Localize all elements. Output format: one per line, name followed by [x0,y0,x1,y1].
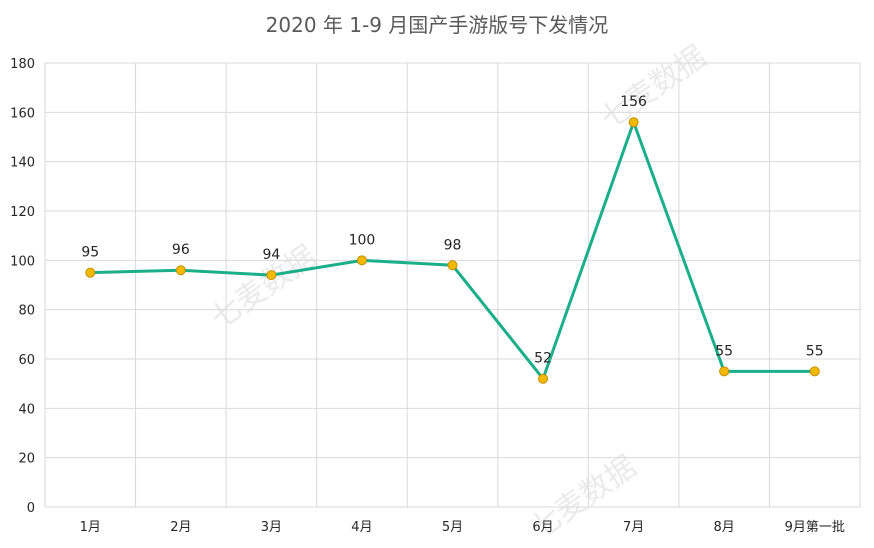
x-tick-label: 2月 [170,520,191,535]
data-point [266,270,277,281]
y-tick-label: 120 [10,205,35,220]
data-point [538,373,549,384]
x-tick-label: 5月 [442,520,463,535]
x-tick-label: 3月 [261,520,282,535]
axis-layer: 0 20 40 60 80 100 120 140 160 180 1月 2月 3月 4月 5月 6月 7月 8月… [10,57,845,535]
y-tick-label: 180 [10,57,35,72]
series-layer: 95 96 94 100 98 52 156 55 55 [81,94,824,384]
y-tick-label: 80 [18,304,35,319]
x-tick-label: 1月 [80,520,101,535]
data-point [175,265,186,276]
data-label: 98 [444,237,462,253]
x-tick-label: 4月 [351,520,372,535]
data-label: 55 [715,343,733,359]
y-tick-label: 40 [18,402,35,417]
y-tick-label: 20 [18,452,35,467]
data-label: 95 [81,245,99,261]
data-label: 52 [534,351,552,367]
y-tick-label: 160 [10,106,35,121]
x-tick-label: 9月第一批 [785,520,845,535]
x-tick-label: 7月 [623,520,644,535]
data-point [356,255,367,266]
data-point [628,117,639,128]
x-tick-label: 8月 [714,520,735,535]
watermark-text-2: 七麦数据 [595,39,713,136]
data-label: 96 [172,242,190,258]
data-point [447,260,458,271]
x-tick-label: 6月 [532,520,553,535]
data-label: 156 [620,94,647,110]
data-label: 55 [806,343,824,359]
data-label: 94 [262,247,280,263]
grid-layer [44,62,861,508]
y-tick-label: 140 [10,156,35,171]
y-tick-label: 100 [10,254,35,269]
data-point [719,366,730,377]
data-point [85,267,96,278]
data-point [809,366,820,377]
chart-title: 2020 年 1-9 月国产手游版号下发情况 [266,13,609,37]
y-tick-label: 60 [18,353,35,368]
y-tick-label: 0 [27,501,35,516]
data-label: 100 [349,232,376,248]
watermark-layer: 七麦数据 七麦数据 七麦数据 [205,39,713,546]
